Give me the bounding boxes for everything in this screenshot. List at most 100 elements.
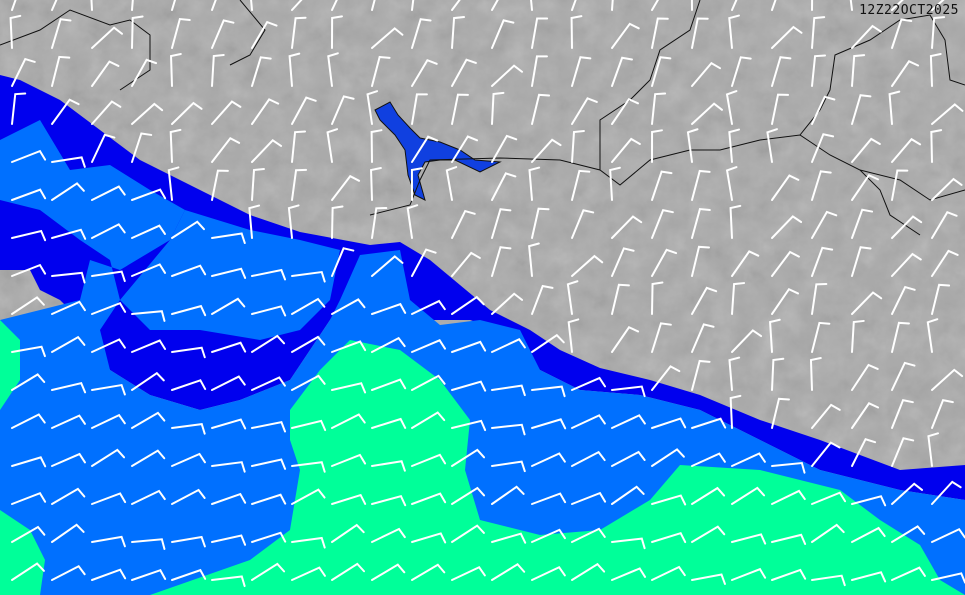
wind-barb-icon: [167, 166, 180, 201]
wind-barb-icon: [211, 418, 247, 430]
wind-barb-icon: [611, 0, 614, 11]
wind-barb-icon: [611, 485, 645, 505]
wind-barb-icon: [411, 0, 415, 11]
wind-barb-icon: [411, 339, 447, 353]
wind-barb-icon: [91, 26, 123, 49]
wind-barb-icon: [91, 413, 126, 429]
wind-barb-icon: [491, 292, 524, 315]
wind-barb-icon: [811, 491, 847, 505]
wind-barb-icon: [811, 0, 814, 11]
wind-barb-icon: [571, 209, 595, 239]
wind-barb-icon: [91, 185, 126, 201]
wind-barb-icon: [931, 527, 965, 543]
wind-barb-icon: [611, 56, 633, 87]
wind-barb-icon: [171, 379, 207, 391]
wind-barb-icon: [728, 14, 740, 49]
wind-barb-icon: [411, 492, 447, 505]
wind-barb-icon: [331, 493, 367, 505]
wind-barb-icon: [851, 173, 880, 201]
wind-barb-icon: [91, 302, 127, 315]
wind-barb-icon: [171, 304, 207, 317]
wind-barb-icon: [651, 281, 664, 315]
wind-barb-icon: [927, 432, 940, 467]
wind-barb-icon: [251, 139, 283, 163]
wind-barb-icon: [211, 100, 242, 125]
wind-barb-icon: [651, 170, 673, 201]
wind-barb-icon: [566, 280, 579, 315]
wind-barb-icon: [571, 376, 606, 391]
wind-barb-icon: [370, 167, 382, 201]
wind-barb-icon: [491, 485, 525, 505]
wind-barb-icon: [91, 568, 127, 581]
timestamp-label: 12Z22OCT2025: [859, 3, 959, 18]
wind-barb-icon: [811, 170, 832, 201]
wind-barb-icon: [91, 100, 122, 125]
wind-barb-icon: [691, 486, 726, 505]
wind-barb-icon: [891, 18, 913, 49]
wind-barb-icon: [51, 487, 86, 505]
wind-barb-icon: [451, 380, 487, 392]
wind-barb-icon: [331, 562, 366, 581]
wind-barb-icon: [51, 271, 86, 284]
wind-barb-icon: [251, 305, 287, 317]
wind-barb-icon: [211, 375, 246, 391]
wind-barb-icon: [891, 566, 926, 581]
wind-barb-icon: [327, 52, 339, 87]
wind-barb-icon: [51, 98, 80, 125]
wind-barb-icon: [531, 452, 566, 467]
wind-barb-icon: [528, 242, 540, 277]
wind-barb-icon: [731, 56, 752, 87]
wind-barb-icon: [888, 90, 901, 125]
wind-barb-icon: [491, 64, 523, 87]
wind-barb-icon: [170, 53, 182, 87]
wind-barb-icon: [530, 0, 533, 11]
wind-barb-icon: [411, 248, 437, 277]
wind-barb-icon: [651, 92, 667, 125]
wind-barb-icon: [931, 177, 963, 201]
wind-barb-icon: [491, 0, 499, 11]
wind-barb-icon: [851, 137, 881, 163]
wind-barb-icon: [571, 97, 598, 125]
wind-barb-icon: [371, 336, 406, 353]
wind-barb-icon: [131, 102, 164, 125]
wind-barb-icon: [291, 461, 326, 473]
sea-region-high-bottom-left: [0, 510, 45, 595]
wind-barb-icon: [11, 92, 27, 125]
wind-barb-icon: [891, 169, 909, 201]
wind-barb-icon: [571, 450, 606, 467]
wind-barb-icon: [11, 525, 46, 543]
wind-barb-icon: [171, 346, 206, 359]
wind-barb-icon: [611, 247, 635, 277]
wind-barb-icon: [131, 15, 144, 49]
wind-barb-icon: [51, 335, 86, 353]
wind-barb-icon: [771, 461, 806, 474]
wind-barb-icon: [851, 402, 880, 429]
wind-barb-icon: [326, 128, 339, 163]
wind-barb-icon: [931, 103, 964, 125]
wind-barb-icon: [725, 166, 738, 201]
wind-barb-icon: [491, 246, 512, 277]
wind-barb-icon: [211, 461, 246, 473]
wind-barb-icon: [451, 0, 461, 11]
wind-barb-icon: [651, 494, 687, 506]
wind-barb-icon: [11, 456, 47, 468]
wind-barb-icon: [211, 534, 247, 546]
wind-barb-icon: [771, 397, 790, 429]
wind-barb-icon: [411, 563, 446, 581]
wind-barb-icon: [366, 90, 379, 125]
wind-barb-icon: [371, 460, 406, 472]
wind-barb-icon: [691, 452, 726, 467]
wind-barb-icon: [651, 565, 686, 581]
wind-barb-icon: [11, 57, 36, 87]
wind-barb-icon: [211, 53, 225, 87]
wind-barb-icon: [411, 18, 432, 49]
wind-barb-icon: [171, 0, 177, 11]
sea-region-low: [0, 75, 965, 500]
wind-barb-icon: [371, 563, 406, 581]
wind-barb-icon: [491, 460, 526, 473]
wind-barb-icon: [811, 441, 841, 467]
wind-barb-icon: [250, 0, 253, 11]
wind-barb-icon: [131, 188, 167, 201]
wind-barb-icon: [851, 526, 886, 543]
wind-barb-icon: [131, 263, 167, 277]
